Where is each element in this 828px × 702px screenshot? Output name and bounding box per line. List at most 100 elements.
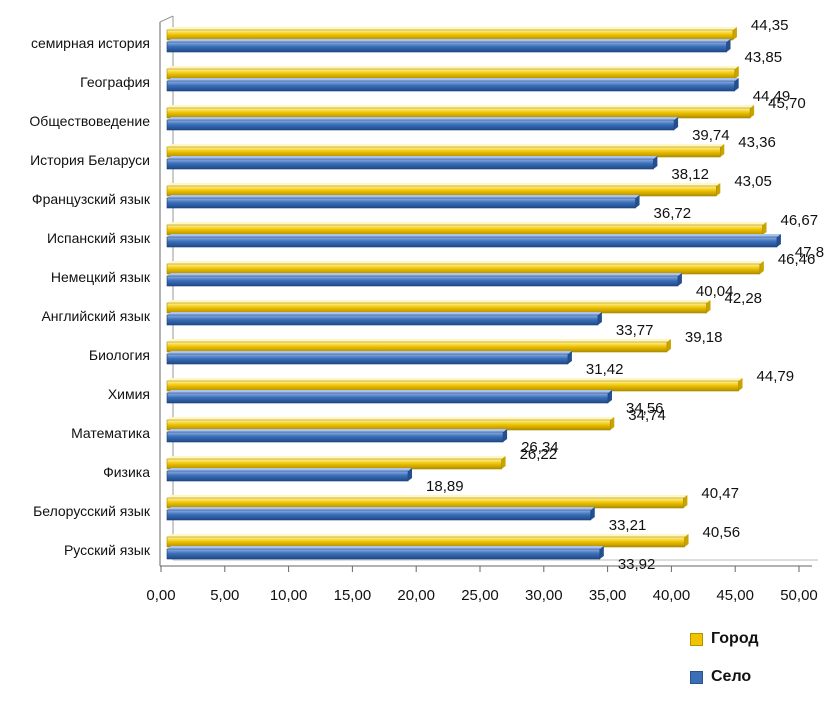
bar-gorod (166, 341, 668, 353)
bar-end-face (677, 273, 682, 286)
bar-selo (166, 275, 679, 287)
value-label: 36,72 (654, 205, 692, 222)
category-label: История Беларуси (30, 152, 150, 168)
value-label: 40,56 (703, 524, 741, 541)
bar-top-face (167, 468, 413, 471)
bar-top-face (167, 117, 679, 120)
legend-label-gorod: Город (711, 630, 759, 647)
bar-selo (166, 80, 735, 92)
bar-top-face (167, 27, 737, 30)
bar-selo (166, 119, 675, 131)
bar-chart: 0,00 5,00 10,00 15,00 20,00 25,00 30,00 35,00 40… (29, 15, 824, 604)
category-label: Белорусский язык (33, 503, 151, 519)
bar-top-face (167, 339, 671, 342)
bar-gorod (166, 263, 761, 275)
category-label: География (80, 74, 150, 90)
bar-top-face (167, 105, 755, 108)
bar-selo (166, 236, 778, 248)
bar-end-face (674, 117, 679, 130)
bar-end-face (738, 378, 743, 391)
bar-end-face (599, 546, 604, 559)
bar-gorod (166, 380, 739, 392)
value-label: 43,85 (745, 49, 783, 66)
value-label: 46,67 (781, 212, 819, 229)
bar-top-face (167, 300, 711, 303)
bar-top-face (167, 429, 508, 432)
bar-end-face (503, 429, 508, 442)
bar-top-face (167, 417, 615, 420)
legend-swatch-gorod (690, 632, 703, 646)
bar-top-face (167, 144, 725, 147)
bar-gorod (166, 107, 751, 119)
bar-selo (166, 158, 654, 170)
x-tick-label: 20,00 (397, 587, 435, 604)
labels-layer: 0,00 5,00 10,00 15,00 20,00 25,00 30,00 35,00 40… (29, 17, 824, 604)
value-label: 43,36 (738, 134, 776, 151)
bar-gorod (166, 185, 717, 197)
bar-end-face (408, 468, 413, 481)
value-label: 45,70 (768, 95, 806, 112)
legend-item-gorod: Город (690, 626, 820, 652)
bar-top-face (167, 66, 739, 69)
value-label: 33,77 (616, 322, 654, 339)
category-label: Биология (89, 347, 150, 363)
bar-end-face (635, 195, 640, 208)
bar-top-face (167, 222, 767, 225)
value-label: 47,8 (795, 244, 824, 261)
category-label: Испанский язык (47, 230, 151, 246)
bars-layer (166, 27, 781, 560)
bar-end-face (610, 417, 615, 430)
bar-selo (166, 470, 409, 482)
bar-end-face (726, 39, 731, 52)
bar-top-face (167, 234, 781, 237)
value-label: 33,21 (609, 517, 647, 534)
x-tick-label: 35,00 (589, 587, 627, 604)
value-label: 44,49 (753, 88, 791, 105)
bar-top-face (167, 183, 721, 186)
value-label: 40,04 (696, 283, 734, 300)
value-label: 43,05 (734, 173, 772, 190)
bar-selo (166, 509, 592, 521)
value-label: 42,28 (724, 290, 762, 307)
category-label: Обществоведение (29, 113, 150, 129)
bar-end-face (706, 300, 711, 313)
bar-end-face (597, 312, 602, 325)
bar-end-face (567, 351, 572, 364)
bar-top-face (167, 273, 682, 276)
bar-gorod (166, 68, 736, 80)
bar-top-face (167, 312, 602, 315)
bar-end-face (759, 261, 764, 274)
value-label: 38,12 (671, 166, 709, 183)
bar-gorod (166, 224, 763, 236)
value-label: 33,92 (618, 556, 656, 573)
value-label: 39,74 (692, 127, 730, 144)
x-tick-label: 0,00 (146, 587, 175, 604)
bar-end-face (590, 507, 595, 520)
bar-top-face (167, 195, 640, 198)
bar-gorod (166, 536, 685, 548)
bar-top-face (167, 507, 595, 510)
x-tick-label: 10,00 (270, 587, 308, 604)
value-label: 40,47 (701, 485, 739, 502)
bar-end-face (776, 234, 781, 247)
bar-top-face (167, 534, 689, 537)
x-tick-label: 25,00 (461, 587, 499, 604)
value-label: 18,89 (426, 478, 464, 495)
x-tick-label: 30,00 (525, 587, 563, 604)
bar-top-face (167, 261, 764, 264)
legend-swatch-selo (690, 670, 703, 684)
value-label: 26,34 (521, 439, 559, 456)
legend: Город Село (690, 626, 820, 702)
bar-end-face (684, 534, 689, 547)
bar-end-face (607, 390, 612, 403)
x-tick-label: 15,00 (334, 587, 372, 604)
category-label: Французский язык (32, 191, 151, 207)
value-label: 34,74 (628, 407, 666, 424)
value-label: 46,46 (778, 251, 816, 268)
category-label: Английский язык (41, 308, 150, 324)
value-label: 34,56 (626, 400, 664, 417)
bar-top-face (167, 156, 658, 159)
bar-gorod (166, 302, 707, 314)
bar-end-face (762, 222, 767, 235)
bar-gorod (166, 29, 734, 41)
